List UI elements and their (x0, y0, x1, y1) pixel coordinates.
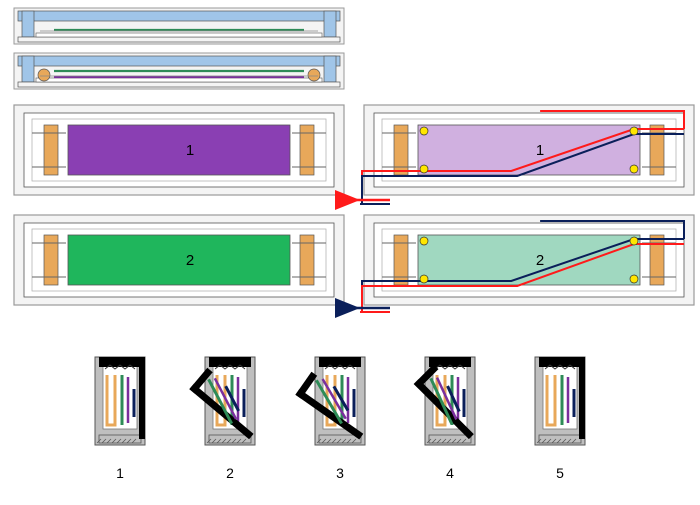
diagram-canvas: 1 2 1 2 1 2 3 4 5 (0, 0, 700, 505)
sequence-label: 1 (116, 465, 124, 481)
connection-dot (420, 275, 428, 283)
sequence-step-4: 4 (414, 357, 489, 481)
sequence-label: 5 (556, 465, 564, 481)
sequence-label: 4 (446, 465, 454, 481)
connection-dot (630, 275, 638, 283)
sequence-step-5: 5 (535, 357, 585, 481)
connection-dot (630, 127, 638, 135)
panel-label: 2 (186, 252, 194, 269)
connection-dot (630, 165, 638, 173)
connection-dot (420, 127, 428, 135)
thin-panel-0 (14, 8, 344, 44)
sequence-step-2: 2 (189, 357, 267, 481)
sequence-step-1: 1 (95, 357, 145, 481)
panel-label: 1 (536, 142, 544, 159)
p1-left: 1 (14, 105, 344, 195)
panel-label: 2 (536, 252, 544, 269)
thin-panel-1 (14, 53, 344, 89)
connection-dot (420, 165, 428, 173)
connection-dot (630, 237, 638, 245)
sequence-label: 3 (336, 465, 344, 481)
sequence-step-3: 3 (295, 357, 375, 481)
sequence-label: 2 (226, 465, 234, 481)
p1-right: 1 (362, 105, 694, 204)
p2-left: 2 (14, 215, 344, 305)
panel-label: 1 (186, 142, 194, 159)
connection-dot (420, 237, 428, 245)
p2-right: 2 (362, 215, 694, 312)
